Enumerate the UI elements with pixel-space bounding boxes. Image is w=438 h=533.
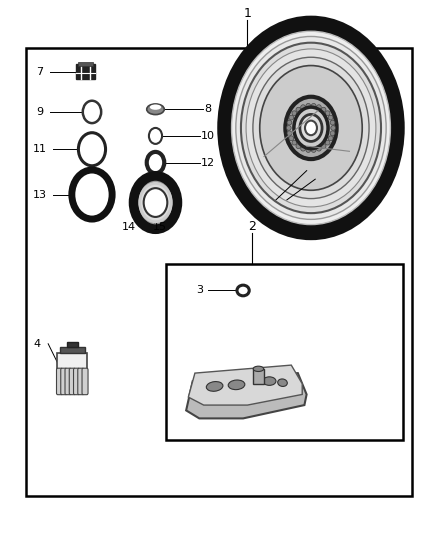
Text: 8: 8 [205, 104, 212, 114]
Ellipse shape [226, 24, 396, 232]
Ellipse shape [325, 111, 330, 116]
Bar [78, 62, 93, 66]
Ellipse shape [317, 146, 321, 151]
Bar [60, 347, 85, 353]
Ellipse shape [287, 120, 292, 125]
Ellipse shape [306, 103, 311, 108]
Ellipse shape [311, 148, 316, 152]
Text: 13: 13 [32, 190, 46, 199]
Ellipse shape [328, 136, 333, 141]
Ellipse shape [301, 105, 305, 110]
Bar [76, 64, 95, 79]
Text: 6: 6 [284, 201, 291, 211]
Ellipse shape [317, 105, 321, 110]
Ellipse shape [300, 115, 322, 141]
Text: 7: 7 [36, 67, 43, 77]
Polygon shape [186, 373, 307, 418]
Text: 9: 9 [36, 107, 43, 117]
Ellipse shape [331, 126, 336, 130]
Ellipse shape [321, 144, 326, 149]
Text: 5: 5 [269, 201, 276, 211]
Bar [57, 353, 87, 393]
FancyBboxPatch shape [78, 368, 84, 394]
Ellipse shape [306, 148, 311, 152]
Ellipse shape [292, 140, 297, 145]
FancyBboxPatch shape [57, 368, 63, 394]
Ellipse shape [263, 377, 276, 385]
Bar [166, 264, 403, 440]
FancyBboxPatch shape [74, 368, 80, 394]
Text: 12: 12 [201, 158, 215, 167]
Ellipse shape [228, 380, 245, 390]
Text: 15: 15 [153, 222, 167, 231]
Ellipse shape [253, 57, 369, 199]
Ellipse shape [294, 107, 328, 149]
Polygon shape [188, 365, 302, 405]
Ellipse shape [140, 183, 171, 222]
Ellipse shape [150, 104, 161, 110]
Text: 3: 3 [196, 286, 203, 295]
Ellipse shape [305, 120, 317, 135]
Ellipse shape [311, 103, 316, 108]
Ellipse shape [301, 146, 305, 151]
FancyBboxPatch shape [82, 368, 88, 394]
Ellipse shape [147, 104, 164, 115]
Ellipse shape [330, 131, 335, 135]
Ellipse shape [296, 144, 301, 149]
Text: 10: 10 [201, 131, 215, 141]
FancyBboxPatch shape [65, 368, 71, 394]
Ellipse shape [287, 131, 292, 135]
Ellipse shape [321, 107, 326, 112]
Ellipse shape [134, 176, 177, 229]
Ellipse shape [292, 111, 297, 116]
Text: 4: 4 [34, 339, 41, 349]
Text: 1: 1 [244, 7, 251, 20]
Ellipse shape [253, 366, 264, 372]
Text: 2: 2 [248, 220, 256, 233]
Ellipse shape [330, 120, 335, 125]
Ellipse shape [325, 140, 330, 145]
Bar [67, 342, 78, 347]
FancyBboxPatch shape [69, 368, 75, 394]
Ellipse shape [232, 31, 390, 224]
Text: 14: 14 [122, 222, 136, 231]
Ellipse shape [144, 188, 167, 217]
FancyBboxPatch shape [61, 368, 67, 394]
Ellipse shape [285, 97, 336, 159]
Ellipse shape [286, 126, 291, 130]
Ellipse shape [289, 136, 294, 141]
Ellipse shape [246, 49, 376, 207]
Ellipse shape [289, 115, 294, 120]
Text: 11: 11 [32, 144, 46, 154]
Ellipse shape [236, 36, 386, 220]
Ellipse shape [206, 382, 223, 391]
Bar [26, 48, 412, 496]
Ellipse shape [241, 43, 381, 213]
Ellipse shape [278, 379, 287, 386]
Bar [253, 369, 264, 384]
Ellipse shape [260, 66, 362, 190]
Ellipse shape [296, 107, 301, 112]
Ellipse shape [328, 115, 333, 120]
